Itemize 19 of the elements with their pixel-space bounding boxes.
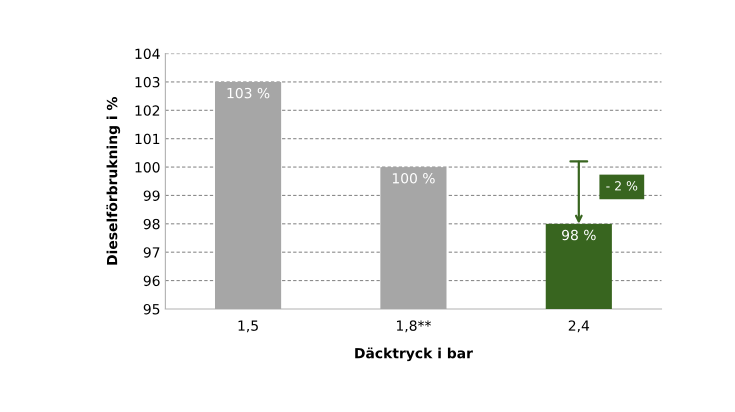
y-tick-label: 103 <box>136 76 160 88</box>
y-tick-label: 97 <box>144 247 160 258</box>
data-label: 98 % <box>562 230 596 240</box>
x-tick-label: 1,8** <box>396 320 432 332</box>
y-tick-label: 95 <box>144 304 160 314</box>
annotation: - 2 % <box>606 181 638 191</box>
y-tick-label: 96 <box>144 276 160 286</box>
x-tick-label: 1,5 <box>238 320 258 332</box>
y-tick-label: 101 <box>136 134 160 144</box>
y-tick-label: 98 <box>144 218 160 230</box>
y-axis-title: Dieselförbrukning i % <box>106 97 120 265</box>
y-tick-label: 99 <box>144 190 160 201</box>
x-axis-title: Däcktryck i bar <box>355 347 473 362</box>
y-tick-label: 100 <box>136 162 160 173</box>
y-tick-label: 102 <box>136 105 160 116</box>
y-tick-label: 104 <box>136 48 160 60</box>
data-label: 103 % <box>228 88 270 98</box>
x-tick-label: 2,4 <box>568 320 590 332</box>
data-label: 100 % <box>392 173 435 184</box>
